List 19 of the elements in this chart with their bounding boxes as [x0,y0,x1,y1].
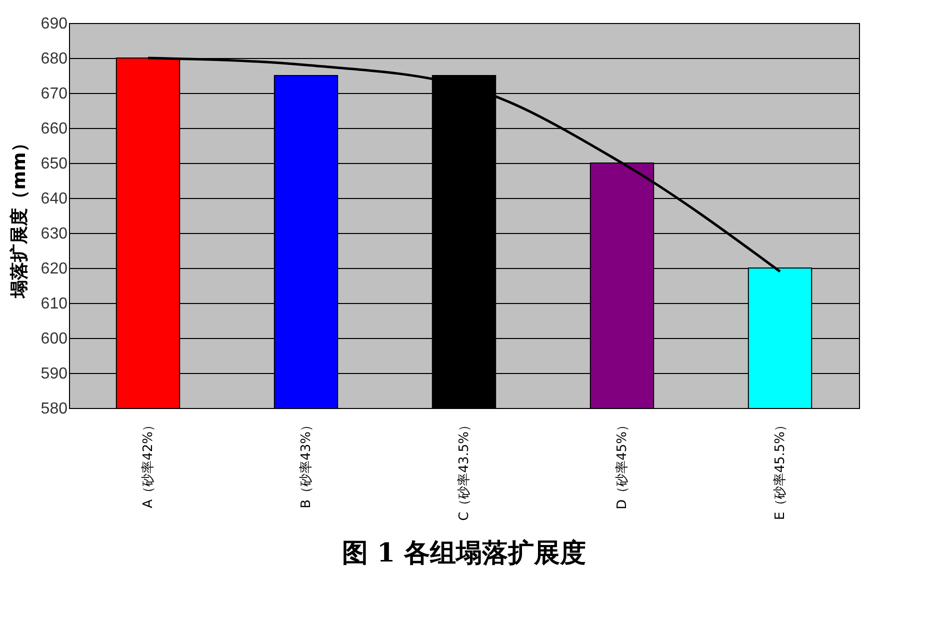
y-axis-title: 塌落扩展度（mm） [8,134,30,299]
x-tick-label: C（砂率43.5%） [456,418,472,521]
text: 图 1 各组塌落扩展度 [342,538,586,568]
x-tick-label: D（砂率45%） [614,418,630,510]
y-tick-label: 610 [40,296,68,312]
y-tick-label: 630 [40,226,68,242]
y-tick-label: 690 [40,16,68,32]
y-tick-label: 650 [40,156,68,172]
y-tick-label: 640 [40,190,68,208]
y-tick-label: 670 [40,86,68,102]
y-tick-label: 680 [40,50,68,68]
y-tick-label: 660 [40,120,68,138]
y-tick-label: 590 [40,366,68,382]
y-tick-label: 600 [40,330,68,348]
x-tick-label: E（砂率45.5%） [772,418,788,520]
x-tick-label: A（砂率42%） [140,418,156,508]
y-tick-label: 620 [40,260,68,278]
y-tick-label: 580 [40,400,68,418]
x-tick-label: B（砂率43%） [298,418,314,508]
